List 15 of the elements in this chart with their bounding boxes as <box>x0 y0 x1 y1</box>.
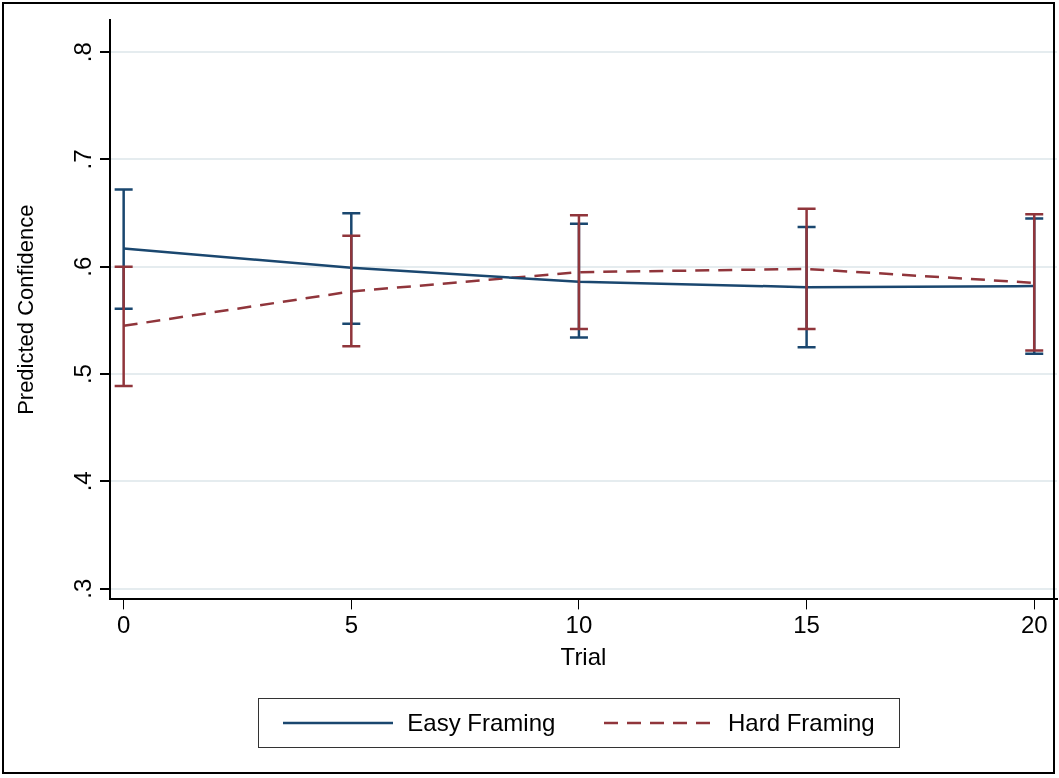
x-tick-label: 0 <box>116 611 131 639</box>
y-tick-label: .3 <box>68 578 96 599</box>
y-tick-label: .5 <box>68 364 96 385</box>
y-tick-label: .4 <box>68 471 96 492</box>
y-tick-label: .8 <box>68 42 96 63</box>
x-tick-label: 5 <box>344 611 358 639</box>
x-tick-label: 10 <box>565 611 593 639</box>
x-tick-label: 15 <box>793 611 820 639</box>
legend-label: Easy Framing <box>407 709 556 737</box>
legend-label: Hard Framing <box>727 709 875 737</box>
y-tick-label: .6 <box>68 256 96 277</box>
x-tick-label: 20 <box>1020 611 1048 639</box>
y-axis-title: Predicted Confidence <box>13 204 39 415</box>
y-tick-label: .7 <box>68 149 96 170</box>
x-axis-title: Trial <box>560 643 607 671</box>
